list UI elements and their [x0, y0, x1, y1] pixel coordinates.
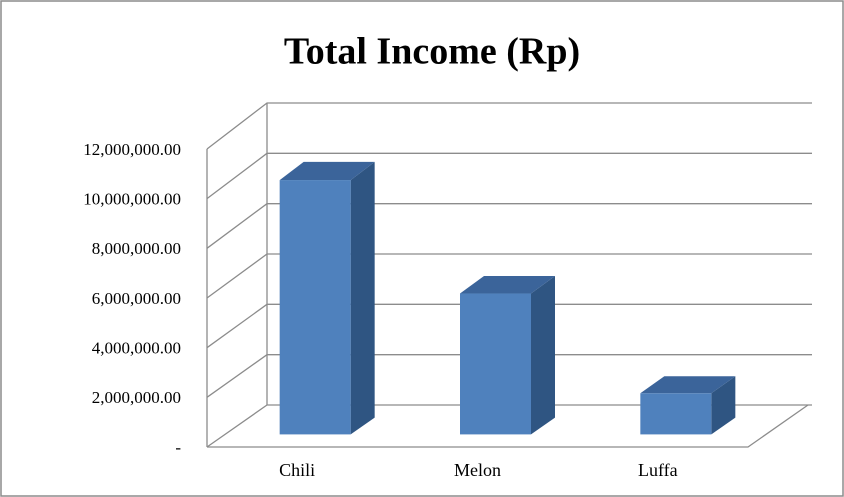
bar-top	[279, 161, 375, 181]
bar-top	[460, 275, 555, 294]
bar	[640, 393, 712, 435]
y-tick-label: 4,000,000.00	[92, 339, 181, 358]
grid-line	[206, 404, 812, 448]
grid-line	[206, 152, 812, 200]
y-tick-label: 6,000,000.00	[92, 289, 181, 308]
y-tick-label: 8,000,000.00	[92, 239, 181, 258]
bar-side	[350, 161, 375, 435]
y-tick-label: 12,000,000.00	[83, 140, 181, 159]
x-tick-label: Luffa	[638, 460, 678, 480]
bar-top	[640, 376, 736, 394]
x-tick-label: Chili	[279, 460, 315, 480]
bar-side	[711, 376, 736, 435]
grid-line	[206, 303, 812, 349]
bar	[460, 293, 531, 435]
x-tick-label: Melon	[454, 460, 501, 480]
grid-line	[206, 102, 812, 150]
chart-title: Total Income (Rp)	[284, 31, 580, 73]
y-tick-label: -	[175, 438, 181, 457]
grid-line	[206, 203, 812, 249]
grid-line	[206, 354, 812, 398]
floor	[207, 404, 809, 448]
bar-side	[531, 275, 555, 435]
y-tick-label: 2,000,000.00	[92, 388, 181, 407]
y-tick-label: 10,000,000.00	[83, 190, 181, 209]
bar	[279, 180, 351, 435]
grid-line	[206, 253, 812, 299]
